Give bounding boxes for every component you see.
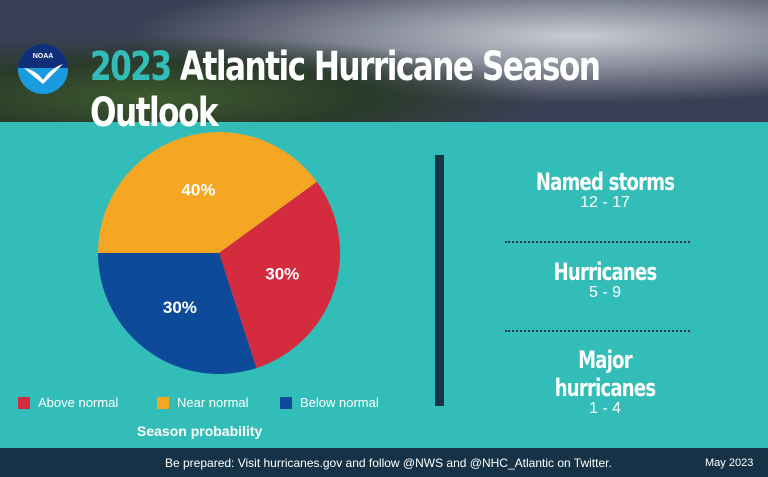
footer-date: May 2023 — [705, 457, 754, 469]
pie-slice-near-normal — [98, 132, 317, 253]
legend-label: Above normal — [38, 395, 119, 410]
footer-message: Be prepared: Visit hurricanes.gov and fo… — [165, 456, 612, 470]
stat-label: Named storms — [535, 168, 675, 196]
legend-above-normal: Above normal — [18, 395, 118, 410]
legend-label: Below normal — [300, 395, 379, 410]
pie-label: 30% — [163, 298, 197, 317]
chart-caption: Season probability — [137, 423, 263, 439]
pie-slice-below-normal — [98, 253, 257, 374]
divider-dotted — [505, 330, 690, 332]
title-text: Atlantic Hurricane Season Outlook — [90, 44, 601, 136]
legend-below-normal: Below normal — [280, 395, 379, 410]
stat-named-storms: Named storms 12 - 17 — [505, 168, 705, 212]
stat-label: Hurricanes — [553, 258, 658, 286]
page-title: 2023 Atlantic Hurricane Season Outlook — [90, 44, 619, 136]
noaa-logo-text: NOAA — [32, 53, 54, 60]
stat-value: 12 - 17 — [580, 194, 630, 211]
legend-swatch — [18, 396, 30, 409]
stat-label: Major hurricanes — [554, 346, 656, 402]
footer: Be prepared: Visit hurricanes.gov and fo… — [0, 448, 768, 477]
stat-major-hurricanes: Major hurricanes 1 - 4 — [505, 346, 705, 418]
stat-value: 5 - 9 — [588, 284, 621, 301]
pie-slice-above-normal — [219, 181, 340, 369]
pie-label: 40% — [181, 181, 215, 200]
header-banner: NOAA 2023 Atlantic Hurricane Season Outl… — [0, 0, 768, 136]
noaa-logo: NOAA — [18, 44, 68, 94]
pie-label: 30% — [265, 265, 299, 284]
legend-swatch — [280, 396, 292, 409]
title-year: 2023 — [90, 44, 172, 90]
divider — [435, 155, 444, 406]
divider-dotted — [505, 241, 690, 243]
legend-swatch — [157, 396, 169, 409]
pie-chart: 40% 30% 30% — [98, 132, 340, 374]
stat-value: 1 - 4 — [588, 400, 621, 417]
legend-near-normal: Near normal — [157, 395, 249, 410]
legend-label: Near normal — [177, 395, 249, 410]
stat-hurricanes: Hurricanes 5 - 9 — [505, 258, 705, 302]
